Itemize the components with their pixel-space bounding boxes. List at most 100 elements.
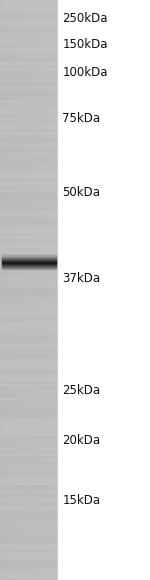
- Bar: [49, 0, 50, 580]
- Bar: [0, 293, 57, 296]
- Bar: [0, 180, 57, 183]
- Bar: [0, 270, 57, 273]
- Bar: [0, 389, 57, 392]
- Bar: [0, 200, 57, 203]
- Bar: [35, 0, 36, 580]
- Bar: [0, 496, 57, 499]
- Bar: [0, 29, 57, 32]
- Bar: [0, 571, 57, 574]
- Bar: [0, 467, 57, 470]
- Bar: [0, 296, 57, 299]
- Bar: [0, 435, 57, 438]
- Bar: [0, 499, 57, 502]
- Bar: [0, 377, 57, 380]
- Bar: [0, 75, 57, 78]
- Bar: [0, 342, 57, 345]
- Bar: [0, 235, 57, 238]
- Bar: [0, 360, 57, 362]
- Bar: [0, 78, 57, 81]
- Bar: [0, 177, 57, 180]
- Bar: [56, 0, 57, 580]
- Bar: [0, 38, 57, 41]
- Bar: [0, 267, 57, 270]
- Bar: [0, 299, 57, 302]
- Bar: [8, 0, 9, 580]
- Bar: [0, 223, 57, 226]
- Bar: [0, 148, 57, 151]
- Bar: [55, 0, 56, 580]
- Bar: [0, 339, 57, 342]
- Bar: [0, 290, 57, 293]
- Bar: [0, 478, 57, 481]
- Bar: [0, 487, 57, 490]
- Bar: [0, 206, 57, 209]
- Bar: [7, 0, 8, 580]
- Bar: [0, 93, 57, 96]
- Bar: [27, 0, 28, 580]
- Bar: [0, 209, 57, 212]
- Bar: [32, 0, 33, 580]
- Bar: [0, 244, 57, 246]
- Bar: [0, 392, 57, 394]
- Bar: [0, 58, 57, 61]
- Bar: [0, 154, 57, 157]
- Bar: [0, 534, 57, 536]
- Bar: [0, 568, 57, 571]
- Bar: [0, 441, 57, 444]
- Bar: [0, 319, 57, 322]
- Bar: [6, 0, 7, 580]
- Bar: [0, 284, 57, 287]
- Bar: [0, 246, 57, 249]
- Bar: [0, 125, 57, 128]
- Bar: [0, 186, 57, 188]
- Bar: [0, 493, 57, 496]
- Bar: [18, 0, 19, 580]
- Bar: [0, 316, 57, 319]
- Bar: [21, 0, 22, 580]
- Bar: [0, 307, 57, 310]
- Bar: [0, 432, 57, 435]
- Bar: [53, 0, 54, 580]
- Bar: [0, 577, 57, 580]
- Text: 15kDa: 15kDa: [62, 494, 100, 506]
- Bar: [38, 0, 39, 580]
- Bar: [0, 107, 57, 110]
- Bar: [0, 470, 57, 473]
- Bar: [0, 502, 57, 505]
- Bar: [54, 0, 55, 580]
- Bar: [0, 450, 57, 452]
- Bar: [26, 0, 27, 580]
- Bar: [0, 191, 57, 194]
- Bar: [0, 481, 57, 484]
- Bar: [0, 281, 57, 284]
- Bar: [0, 87, 57, 90]
- Bar: [28, 0, 29, 580]
- Bar: [0, 394, 57, 397]
- Bar: [0, 302, 57, 304]
- Bar: [0, 403, 57, 406]
- Bar: [0, 6, 57, 9]
- Bar: [12, 0, 13, 580]
- Bar: [0, 261, 57, 264]
- Bar: [0, 232, 57, 235]
- Bar: [0, 452, 57, 455]
- Bar: [0, 122, 57, 125]
- Bar: [0, 52, 57, 55]
- Bar: [0, 539, 57, 542]
- Bar: [0, 72, 57, 75]
- Bar: [0, 368, 57, 371]
- Bar: [0, 183, 57, 186]
- Bar: [0, 412, 57, 415]
- Text: 75kDa: 75kDa: [62, 111, 100, 125]
- Bar: [0, 328, 57, 331]
- Bar: [0, 26, 57, 29]
- Bar: [19, 0, 20, 580]
- Bar: [0, 426, 57, 429]
- Bar: [0, 336, 57, 339]
- Bar: [0, 67, 57, 70]
- Text: 100kDa: 100kDa: [62, 66, 108, 78]
- Text: 37kDa: 37kDa: [62, 271, 100, 285]
- Bar: [0, 331, 57, 333]
- Bar: [0, 128, 57, 130]
- Bar: [0, 423, 57, 426]
